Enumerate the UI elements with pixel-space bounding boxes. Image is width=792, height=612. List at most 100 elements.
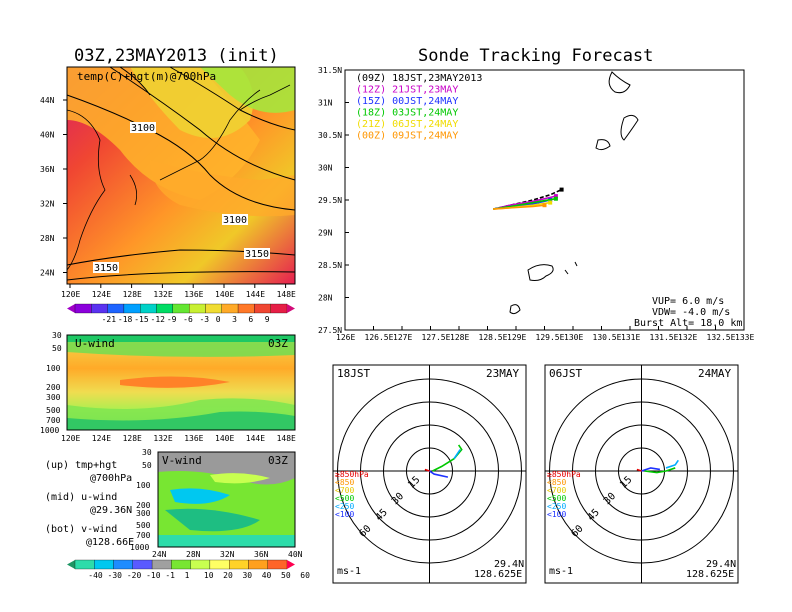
note-up-sub: @700hPa (90, 473, 132, 484)
pressure-tick-label: 50 (52, 344, 62, 353)
temp-map-panel: 3100 3100 3150 3150 temp(C)+hgt(m)@700hP… (40, 66, 296, 299)
hodo-trace (644, 467, 676, 474)
u-wind-top (67, 335, 295, 342)
colorbar-swatch (254, 303, 271, 314)
colorbar-tick-label: -30 (108, 571, 123, 580)
colorbar-swatch (267, 559, 288, 570)
lon-tick-label: 127.5E (422, 333, 451, 342)
lon-axis: 120E 124E 128E 132E 136E 140E 144E 148E (61, 434, 296, 443)
colorbar-swatch (209, 559, 230, 570)
panel-notes: (up) tmp+hgt @700hPa (mid) u-wind @29.36… (45, 460, 134, 548)
note-up: (up) tmp+hgt (45, 460, 117, 471)
lon-tick-label: 136E (184, 290, 203, 299)
contour-label: 3150 (245, 249, 269, 260)
lat-tick-label: 27.5N (318, 326, 342, 335)
pressure-tick-label: 1000 (40, 426, 59, 435)
colorbar-tick-label: -21 (102, 315, 117, 324)
colorbar-swatch (156, 303, 173, 314)
hodo-trace (641, 467, 661, 472)
lon-tick-label: 128E (123, 434, 142, 443)
colorbar-tick-label: -12 (151, 315, 166, 324)
lon-tick-label: 144E (246, 434, 265, 443)
lon-tick-label: 148E (277, 290, 296, 299)
wind-colorbar: -40 -30 -20 -10 -1 1 10 20 30 40 50 60 (67, 559, 310, 580)
lat-tick-label: 32N (220, 550, 235, 559)
v-wind-label: V-wind (162, 454, 202, 467)
lon-tick-label: 131E (621, 333, 640, 342)
colorbar-tick-label: 60 (300, 571, 310, 580)
level-legend: <250 (547, 502, 566, 511)
colorbar-tick-label: 0 (216, 315, 221, 324)
colorbar-swatch (107, 303, 125, 314)
v-wind-time: 03Z (268, 454, 288, 467)
colorbar-swatch (91, 303, 108, 314)
hodo-lat: 29.4N (494, 559, 524, 570)
u-wind-label: U-wind (75, 337, 115, 350)
lat-tick-label: 31.5N (318, 66, 342, 75)
note-bot-sub: @128.66E (86, 537, 134, 548)
param-vup: VUP= 6.0 m/s (652, 296, 724, 307)
track-endpoint (548, 200, 553, 205)
level-legend: ≥850hPa (335, 470, 369, 479)
v-wind-frame (157, 451, 296, 548)
lat-tick-label: 40N (288, 550, 303, 559)
colorbar-arrow-left (67, 304, 75, 313)
pressure-tick-label: 200 (136, 501, 151, 510)
contour-label: 3150 (94, 263, 118, 274)
pressure-tick-label: 300 (136, 509, 151, 518)
pressure-tick-label: 700 (46, 416, 61, 425)
note-mid-sub: @29.36N (90, 505, 132, 516)
lon-tick-label: 130.5E (593, 333, 622, 342)
legend-entry: (00Z) 09JST,24MAY (356, 131, 458, 142)
lon-tick-label: 124E (92, 290, 111, 299)
colorbar-tick-label: 1 (185, 571, 190, 580)
level-legend: <850 (547, 478, 566, 487)
lon-tick-label: 127E (393, 333, 412, 342)
colorbar-tick-label: 6 (248, 315, 253, 324)
lat-tick-label: 28N (40, 234, 55, 243)
legend-entry: (21Z) 06JST,24MAY (356, 119, 458, 130)
lon-tick-label: 148E (277, 434, 296, 443)
colorbar-swatch (140, 303, 157, 314)
pressure-tick-label: 100 (46, 364, 61, 373)
hodo-unit: ms-1 (337, 566, 361, 577)
colorbar-swatch (270, 303, 288, 314)
lon-tick-label: 128.5E (479, 333, 508, 342)
lon-tick-label: 133E (735, 333, 754, 342)
colorbar-arrow-left (67, 560, 75, 569)
lon-tick-label: 128E (123, 290, 142, 299)
colorbar-swatch (171, 559, 191, 570)
level-legend: <100 (547, 510, 566, 519)
track-endpoint (559, 187, 564, 192)
colorbar-swatch (237, 303, 255, 314)
legend-entry: (15Z) 00JST,24MAY (356, 96, 458, 107)
hodo-trace (636, 468, 642, 472)
colorbar-swatch (172, 303, 190, 314)
lat-tick-label: 28N (318, 294, 333, 303)
colorbar-swatch (132, 559, 153, 570)
v-wind-neg (170, 488, 230, 504)
contour-label: 3100 (223, 215, 247, 226)
lon-tick-label: 130E (564, 333, 583, 342)
lat-tick-label: 30.5N (318, 131, 342, 140)
legend-entry: (09Z) 18JST,23MAY2013 (356, 73, 482, 84)
island-outlines (509, 71, 639, 315)
colorbar-swatch (221, 303, 239, 314)
lon-tick-label: 120E (61, 290, 80, 299)
level-legend: <500 (547, 494, 566, 503)
hodo-lon: 128.625E (474, 569, 522, 580)
pressure-tick-label: 100 (136, 481, 151, 490)
lon-tick-label: 136E (184, 434, 203, 443)
lon-tick-label: 129.5E (536, 333, 565, 342)
pressure-tick-label: 30 (142, 448, 152, 457)
lat-tick-label: 36N (254, 550, 269, 559)
colorbar-tick-label: 50 (281, 571, 291, 580)
pressure-tick-label: 200 (46, 383, 61, 392)
hodo-trace (424, 468, 430, 472)
